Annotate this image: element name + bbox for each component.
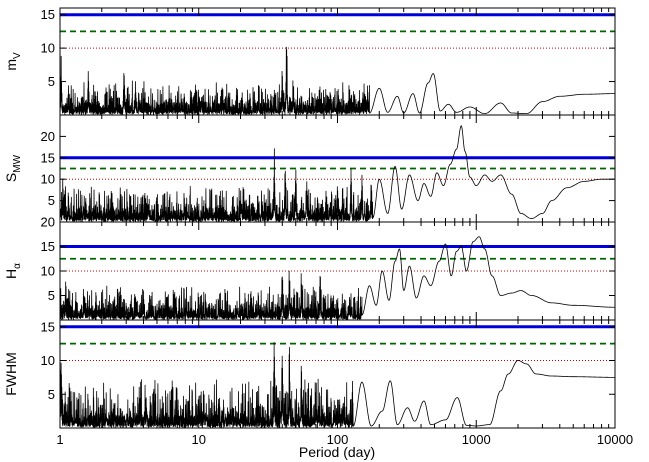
periodogram-line xyxy=(60,342,615,428)
y-tick-label: 15 xyxy=(41,319,55,334)
y-axis-title: Hα xyxy=(3,263,23,279)
y-tick-label: 15 xyxy=(41,239,55,254)
y-axis-title-main: m xyxy=(3,59,19,71)
y-axis-title-subscript: MW xyxy=(12,154,23,172)
panel-fwhm: 5 10 15 FWHM xyxy=(3,319,616,429)
y-axis-title-main: FWHM xyxy=(3,352,19,396)
y-tick-label: 5 xyxy=(48,288,55,303)
y-tick-label: 15 xyxy=(41,7,55,22)
y-tick-label: 10 xyxy=(41,172,55,187)
y-axis-title-subscript: α xyxy=(12,263,23,269)
x-tick-label: 1 xyxy=(56,432,63,447)
y-tick-label: 10 xyxy=(41,264,55,279)
periodogram-line xyxy=(60,236,615,320)
y-tick-label: 10 xyxy=(41,353,55,368)
x-tick-label: 100 xyxy=(327,432,349,447)
y-axis-title-main: H xyxy=(3,269,19,279)
y-axis-title-subscript: V xyxy=(12,52,23,59)
y-tick-label: 20 xyxy=(41,215,55,230)
x-tick-label: 10 xyxy=(192,432,206,447)
x-tick-label: 1000 xyxy=(462,432,491,447)
y-tick-label: 10 xyxy=(41,41,55,56)
panels-group: 5 10 15 mV 5 10 15 20 SMW 5 10 15 20 Hα 5 10 15 FWHM 1 10 10… xyxy=(3,7,633,447)
x-axis-title: Period (day) xyxy=(299,444,375,460)
y-axis-title: mV xyxy=(3,52,23,71)
panel-mv: 5 10 15 mV xyxy=(3,7,616,116)
y-tick-label: 5 xyxy=(48,74,55,89)
y-tick-label: 15 xyxy=(41,150,55,165)
y-tick-label: 5 xyxy=(48,193,55,208)
y-tick-label: 20 xyxy=(41,129,55,144)
panel-halpha: 5 10 15 20 Hα xyxy=(3,215,616,321)
y-axis-title: SMW xyxy=(3,154,23,182)
y-tick-label: 5 xyxy=(48,387,55,402)
x-tick-label: 10000 xyxy=(597,432,633,447)
periodogram-line xyxy=(60,46,615,115)
y-axis-title: FWHM xyxy=(3,352,19,396)
periodogram-line xyxy=(60,125,615,222)
panel-smw: 5 10 15 20 SMW xyxy=(3,114,616,223)
y-axis-title-main: S xyxy=(3,173,19,182)
